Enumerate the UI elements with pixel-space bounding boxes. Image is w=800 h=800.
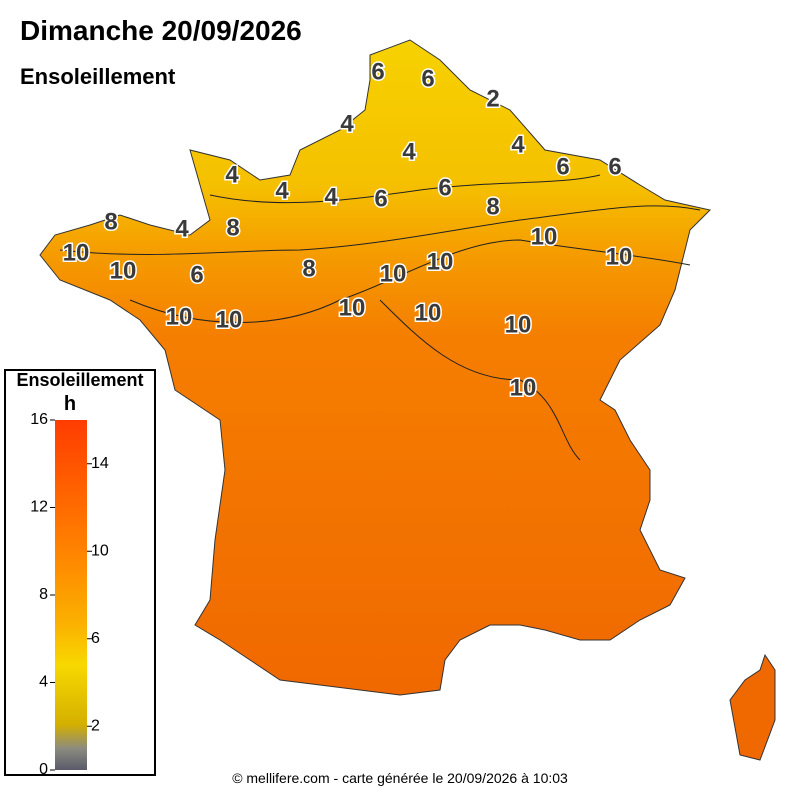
contour-label: 10: [166, 303, 193, 330]
contour-label: 10: [380, 260, 407, 287]
contour-label: 6: [374, 185, 387, 212]
contour-label: 4: [324, 183, 338, 210]
corsica: [729, 653, 776, 761]
subtitle: Ensoleillement: [20, 64, 176, 89]
contour-label: 10: [216, 306, 243, 333]
contour-label: 4: [175, 215, 189, 242]
contour-label: 8: [302, 255, 315, 282]
contour-label: 10: [427, 248, 454, 275]
contour-label: 10: [415, 299, 442, 326]
legend-ticks: 0 4 8 12 16 2 6 10 14: [30, 411, 109, 778]
contour-label: 2: [486, 85, 499, 112]
contour-label: 8: [486, 193, 499, 220]
tick-label: 2: [91, 717, 100, 734]
contour-label: 6: [608, 153, 621, 180]
contour-label: 10: [510, 374, 537, 401]
tick-label: 14: [91, 455, 109, 472]
contour-label: 6: [556, 153, 569, 180]
contour-label: 10: [531, 223, 558, 250]
color-bar: [55, 420, 87, 770]
title: Dimanche 20/09/2026: [20, 15, 302, 46]
contour-label: 6: [371, 58, 384, 85]
contour-label: 10: [63, 239, 90, 266]
contour-label: 8: [104, 208, 117, 235]
tick-label: 16: [30, 411, 48, 428]
contour-label: 4: [275, 177, 289, 204]
legend-unit: h: [64, 393, 76, 415]
contour-label: 4: [511, 131, 525, 158]
contour-label: 6: [190, 261, 203, 288]
tick-label: 0: [39, 761, 48, 778]
isoline: [59, 174, 701, 461]
tick-label: 10: [91, 542, 109, 559]
tick-label: 6: [91, 630, 100, 647]
footer: © mellifere.com - carte générée le 20/09…: [232, 770, 568, 786]
contour-label: 4: [402, 138, 416, 165]
contour-label: 4: [225, 161, 239, 188]
france-mainland: [39, 39, 711, 696]
contour-label: 8: [226, 214, 239, 241]
contour-label: 6: [421, 65, 434, 92]
contour-label: 10: [606, 243, 633, 270]
tick-label: 8: [39, 586, 48, 603]
contour-label: 10: [339, 294, 366, 321]
contour-label: 10: [110, 257, 137, 284]
tick-label: 4: [39, 674, 48, 691]
tick-label: 12: [30, 499, 48, 516]
legend-title: Ensoleillement: [16, 370, 143, 390]
contour-label: 6: [438, 174, 451, 201]
contour-label: 10: [505, 311, 532, 338]
contour-label: 4: [340, 110, 354, 137]
